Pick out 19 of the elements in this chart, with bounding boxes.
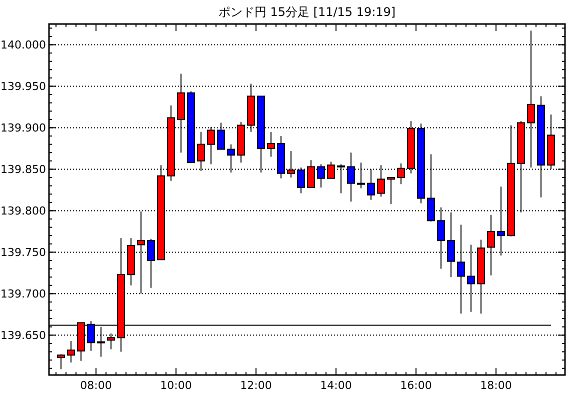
y-tick-label: 140.000 [0, 38, 46, 52]
candlestick [67, 340, 75, 364]
x-tick-label: 08:00 [80, 379, 112, 392]
candlestick [57, 354, 65, 370]
y-tick-label: 139.650 [0, 329, 46, 342]
x-tick-label: 16:00 [400, 379, 432, 392]
y-tick-label: 139.800 [0, 204, 46, 218]
y-tick-label: 139.950 [0, 80, 46, 94]
candlestick [387, 177, 395, 205]
y-tick-label: 139.850 [0, 163, 46, 176]
x-tick-label: 12:00 [240, 379, 272, 392]
x-tick-label: 14:00 [320, 379, 352, 392]
y-tick-label: 139.900 [0, 122, 46, 135]
candlestick [267, 131, 275, 158]
x-tick-label: 10:00 [160, 379, 192, 392]
chart-title: ポンド円 15分足 [11/15 19:19] [218, 5, 396, 19]
y-tick-label: 139.750 [0, 246, 46, 260]
x-tick-label: 18:00 [480, 379, 512, 392]
y-tick-label: 139.700 [0, 288, 46, 301]
